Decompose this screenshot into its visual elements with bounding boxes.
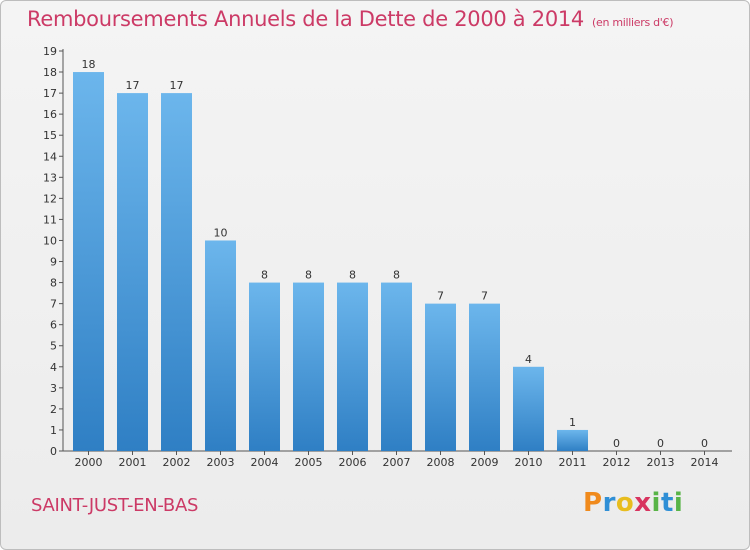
proxiti-logo[interactable]: Proxiti [583, 488, 683, 518]
x-tick-label-2001: 2001 [119, 456, 147, 469]
x-tick-label-2011: 2011 [559, 456, 587, 469]
y-tick-label: 16 [43, 108, 57, 121]
x-tick-label-2003: 2003 [207, 456, 235, 469]
y-tick-label: 5 [50, 340, 57, 353]
y-tick-label: 8 [50, 277, 57, 290]
bar-2006 [337, 282, 368, 451]
x-tick-label-2006: 2006 [339, 456, 367, 469]
data-label-2005: 8 [305, 269, 312, 282]
y-tick-label: 3 [50, 382, 57, 395]
data-label-2008: 7 [437, 290, 444, 303]
commune-name: SAINT-JUST-EN-BAS [31, 495, 199, 516]
bar-2000 [73, 72, 104, 451]
bar-2002 [161, 93, 192, 452]
chart-title-text: Remboursements Annuels de la Dette de 20… [27, 7, 584, 31]
y-tick-label: 12 [43, 192, 57, 205]
y-tick-label: 0 [50, 445, 57, 458]
x-tick-label-2004: 2004 [251, 456, 279, 469]
y-tick-label: 13 [43, 171, 57, 184]
y-tick-label: 18 [43, 66, 57, 79]
x-tick-label-2012: 2012 [603, 456, 631, 469]
bar-2004 [249, 282, 280, 451]
y-tick-label: 1 [50, 424, 57, 437]
y-tick-label: 9 [50, 256, 57, 269]
y-tick-label: 11 [43, 213, 57, 226]
data-label-2011: 1 [569, 416, 576, 429]
data-label-2014: 0 [701, 437, 708, 450]
y-tick-label: 10 [43, 234, 57, 247]
x-tick-label-2007: 2007 [383, 456, 411, 469]
data-label-2004: 8 [261, 269, 268, 282]
data-label-2003: 10 [214, 226, 228, 239]
logo-letter: t [660, 488, 674, 518]
bar-2005 [293, 282, 324, 451]
bar-2009 [469, 303, 500, 451]
y-tick-label: 14 [43, 150, 57, 163]
bar-2003 [205, 240, 236, 451]
x-tick-label-2000: 2000 [75, 456, 103, 469]
y-tick-label: 2 [50, 403, 57, 416]
y-tick-label: 6 [50, 319, 57, 332]
x-tick-label-2002: 2002 [163, 456, 191, 469]
logo-letter: x [634, 488, 652, 518]
data-label-2000: 18 [82, 58, 96, 71]
logo-letter: P [583, 488, 603, 518]
logo-letter: i [651, 488, 661, 518]
data-label-2007: 8 [393, 269, 400, 282]
bar-2011 [557, 429, 588, 451]
data-label-2002: 17 [170, 79, 184, 92]
data-label-2001: 17 [126, 79, 140, 92]
chart-title: Remboursements Annuels de la Dette de 20… [27, 7, 673, 31]
chart-unit-label: (en milliers d'€) [592, 16, 674, 29]
bar-2001 [117, 93, 148, 452]
bar-2007 [381, 282, 412, 451]
bar-2008 [425, 303, 456, 451]
x-tick-label-2010: 2010 [515, 456, 543, 469]
y-tick-label: 4 [50, 361, 57, 374]
x-tick-label-2008: 2008 [427, 456, 455, 469]
x-tick-label-2005: 2005 [295, 456, 323, 469]
y-tick-label: 7 [50, 298, 57, 311]
data-label-2012: 0 [613, 437, 620, 450]
data-label-2013: 0 [657, 437, 664, 450]
y-tick-label: 19 [43, 45, 57, 58]
logo-letter: r [602, 488, 616, 518]
x-tick-label-2009: 2009 [471, 456, 499, 469]
data-label-2009: 7 [481, 290, 488, 303]
logo-letter: i [673, 488, 684, 518]
logo-letter: o [615, 488, 635, 518]
bar-2010 [513, 366, 544, 451]
data-label-2010: 4 [525, 353, 532, 366]
y-tick-label: 17 [43, 87, 57, 100]
data-label-2006: 8 [349, 269, 356, 282]
x-tick-label-2013: 2013 [647, 456, 675, 469]
y-tick-label: 15 [43, 129, 57, 142]
x-tick-label-2014: 2014 [691, 456, 719, 469]
